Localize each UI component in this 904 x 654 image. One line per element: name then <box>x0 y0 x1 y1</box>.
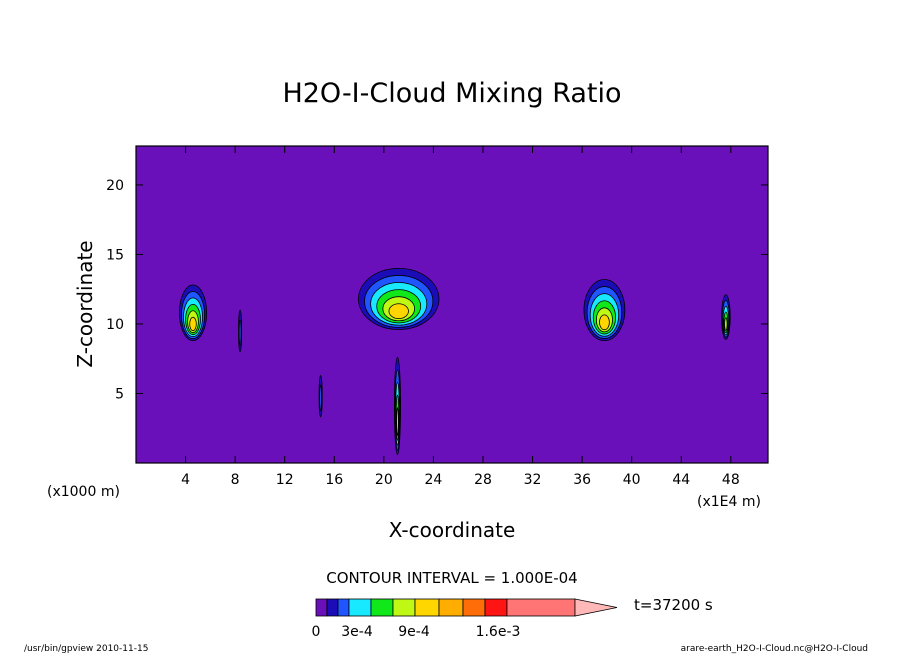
y-axis-ticks: 5 10 15 20 <box>106 178 768 402</box>
x-tick-label: 4 <box>181 472 190 488</box>
cloud-center <box>358 267 440 330</box>
x-axis-label: X-coordinate <box>389 518 516 542</box>
x-tick-label: 48 <box>722 472 740 488</box>
colorbar-label: 1.6e-3 <box>476 624 521 640</box>
colorbar-label: 0 <box>312 624 321 640</box>
footer-right: arare-earth_H2O-I-Cloud.nc@H2O-I-Cloud <box>681 644 868 654</box>
x-tick-label: 40 <box>623 472 641 488</box>
x-unit-label-right: (x1E4 m) <box>697 494 761 510</box>
x-tick-label: 28 <box>474 472 492 488</box>
contour-interval-text: CONTOUR INTERVAL = 1.000E-04 <box>326 569 577 587</box>
filament-15 <box>318 375 323 418</box>
contour-fills <box>178 267 731 456</box>
y-axis-label: Z-coordinate <box>73 240 97 367</box>
colorbar-label: 3e-4 <box>341 624 373 640</box>
x-tick-label: 36 <box>573 472 591 488</box>
colorbar-swatch <box>370 598 394 617</box>
x-tick-label: 32 <box>524 472 542 488</box>
cloud-right <box>721 294 731 340</box>
cloud-right-mid <box>583 279 626 342</box>
colorbar-label: 9e-4 <box>398 624 430 640</box>
colorbar-swatch <box>326 598 339 617</box>
y-tick-label: 5 <box>115 386 124 402</box>
plot-frame <box>135 145 769 464</box>
colorbar-swatch <box>315 598 328 617</box>
filament-8-level-2 <box>238 319 242 346</box>
cloud-right-mid-level-6 <box>599 314 610 331</box>
x-tick-label: 8 <box>231 472 240 488</box>
cloud-left <box>178 284 208 342</box>
filament-21-level-5 <box>396 407 399 436</box>
cloud-center-level-6 <box>388 303 409 319</box>
filament-21 <box>393 356 401 456</box>
filament-15-level-2 <box>319 384 322 412</box>
colorbar-arrow <box>574 598 618 617</box>
cloud-left-level-6 <box>189 316 197 332</box>
footer-left: /usr/bin/gpview 2010-11-15 <box>24 644 148 654</box>
colorbar-swatch <box>438 598 464 617</box>
x-unit-label: (x1000 m) <box>47 484 120 500</box>
colorbar-swatch <box>414 598 440 617</box>
x-tick-label: 24 <box>424 472 442 488</box>
cloud-right-level-5 <box>724 317 728 331</box>
colorbar-labels: 0 3e-4 9e-4 1.6e-3 <box>312 624 521 640</box>
x-tick-label: 44 <box>672 472 690 488</box>
x-axis-ticks: 4 8 12 16 20 24 28 32 36 40 44 48 <box>181 146 740 488</box>
x-tick-label: 20 <box>375 472 393 488</box>
y-tick-label: 10 <box>106 317 124 333</box>
chart-title: H2O-I-Cloud Mixing Ratio <box>282 78 621 109</box>
time-text: t=37200 s <box>634 596 713 614</box>
plot-background <box>136 146 768 463</box>
colorbar <box>315 598 618 617</box>
x-tick-label: 12 <box>276 472 294 488</box>
colorbar-swatch <box>392 598 416 617</box>
colorbar-swatch <box>462 598 486 617</box>
y-tick-label: 20 <box>106 178 124 194</box>
y-tick-label: 15 <box>106 247 124 263</box>
filament-8 <box>238 309 243 353</box>
colorbar-swatch <box>506 598 576 617</box>
colorbar-swatch <box>337 598 350 617</box>
colorbar-swatch <box>484 598 508 617</box>
colorbar-swatch <box>348 598 372 617</box>
x-tick-label: 16 <box>325 472 343 488</box>
